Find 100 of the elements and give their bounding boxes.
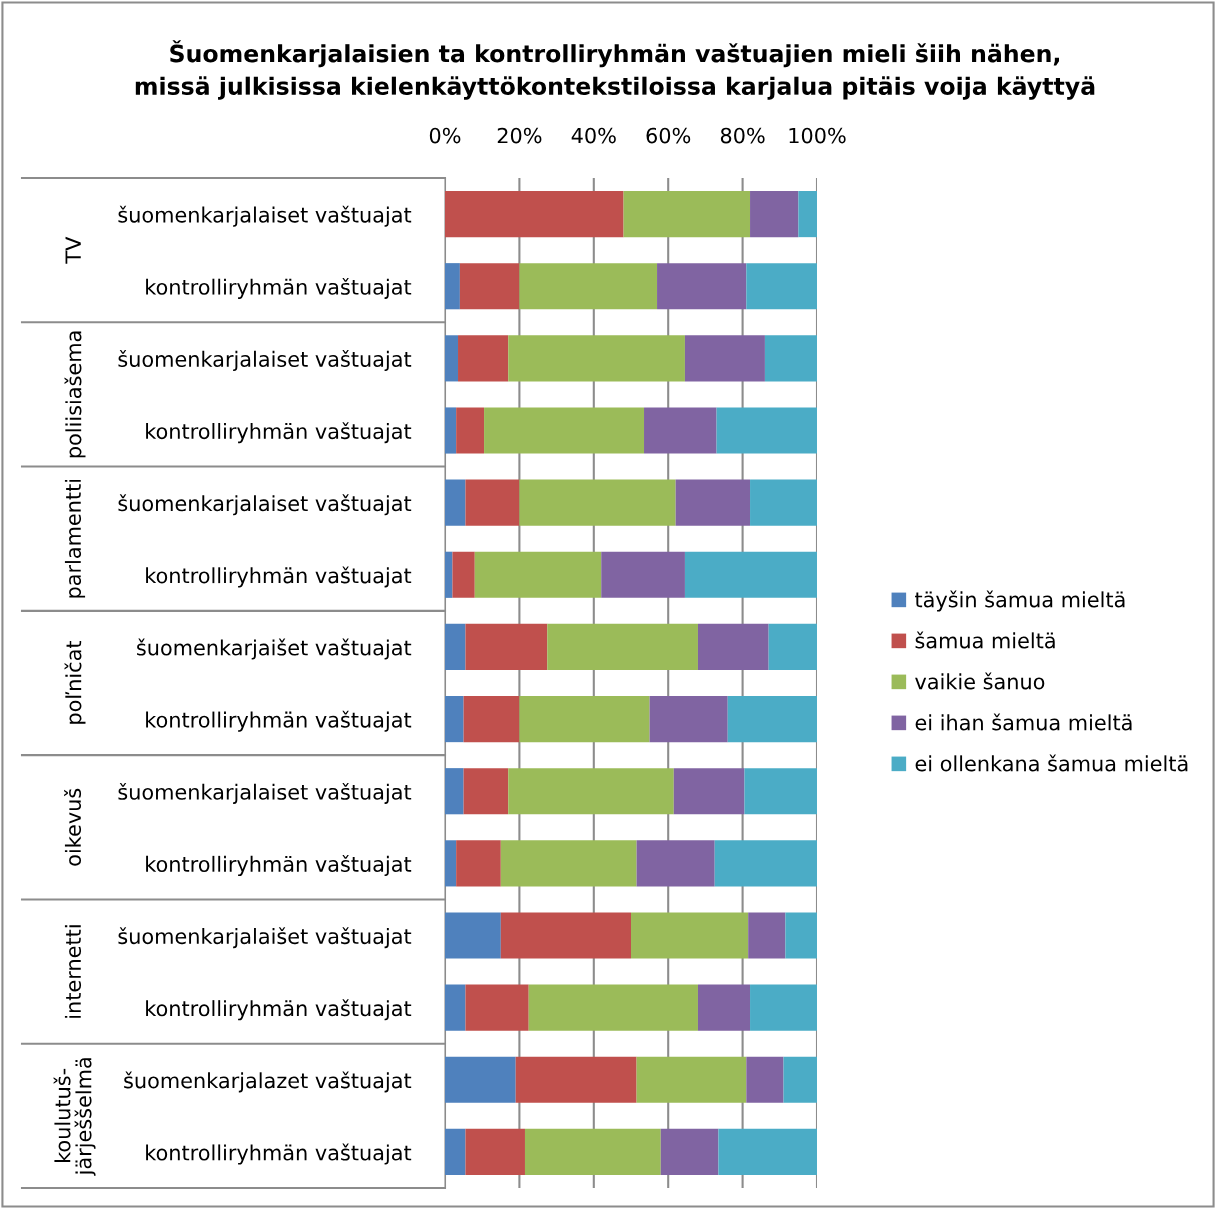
y-tick-label: šuomenkarjalaiset vaštuajat [118, 494, 412, 516]
legend-label: ei ihan šamua mieltä [915, 713, 1132, 731]
bar [515, 1056, 637, 1103]
legend-label: ei ollenkana šamua mieltä [915, 754, 1188, 772]
x-tick-label: 100% [789, 127, 846, 144]
y-tick-label: kontrolliryhmän vaštuajat [146, 566, 412, 588]
bar [500, 912, 631, 959]
bar [445, 840, 457, 887]
bar [445, 407, 457, 454]
bar [463, 695, 520, 743]
x-tick-label: 0% [429, 127, 461, 144]
bar [445, 912, 501, 959]
y-tick-label: šuomenkarjalaiset vaštuajat [118, 205, 412, 227]
bar [445, 551, 453, 598]
bar [519, 695, 650, 743]
bar [456, 840, 501, 887]
bar [684, 335, 765, 382]
chart-title: Šuomenkarjalaisien ta kontrolliryhmän vaštuajien mieli šiih nähen, missä julkisissa kielenkäyttökontekstiloissa karjalua pitäis voija käyttyä [135, 40, 1095, 100]
bar [675, 479, 751, 526]
y-tick-label: kontrolliryhmän vaštuajat [146, 422, 412, 444]
bar [508, 335, 685, 382]
bar [452, 551, 475, 598]
text: internetti [64, 925, 82, 1018]
bar [673, 768, 745, 815]
bar [547, 623, 698, 671]
bar [445, 623, 466, 671]
bar [465, 479, 520, 526]
bar [445, 479, 466, 526]
y-tick-label: kontrolliryhmän vaštuajat [146, 999, 412, 1021]
bar [445, 984, 466, 1031]
bar [631, 912, 749, 959]
bar [785, 912, 817, 959]
bar [798, 190, 817, 238]
bar [458, 335, 509, 382]
bar [750, 479, 817, 526]
bar [465, 984, 529, 1031]
legend-label: šamua mieltä [915, 631, 1055, 649]
text: TV [65, 236, 81, 264]
bar [649, 695, 728, 743]
text: koulutuš- järješšelmä [53, 1058, 96, 1176]
text: poľničat [64, 640, 86, 724]
bar [746, 263, 817, 310]
bar [750, 984, 817, 1031]
y-tick-label: kontrolliryhmän vaštuajat [146, 1143, 412, 1165]
bar [519, 263, 658, 310]
bar [528, 984, 698, 1031]
bar [644, 407, 717, 454]
bar [500, 840, 637, 887]
bar [601, 551, 685, 598]
text: poliisiašema [64, 331, 86, 458]
legend-label: vaikie šanuo [915, 672, 1045, 690]
bar [660, 1128, 719, 1176]
bar [727, 695, 817, 743]
bar [465, 1128, 525, 1176]
bar [445, 1056, 516, 1103]
bar [746, 1056, 784, 1103]
y-tick-label: šuomenkarjalazet vaštuajat [124, 1071, 412, 1093]
bar [623, 190, 751, 238]
bar [714, 840, 817, 887]
bar [718, 1128, 817, 1176]
x-tick-label: 60% [646, 127, 691, 144]
bar [697, 984, 751, 1031]
y-tick-label: kontrolliryhmän vaštuajat [146, 277, 412, 299]
bar [484, 407, 645, 454]
bar [463, 768, 509, 815]
y-tick-label: šuomenkarjalaiset vaštuajat [118, 350, 412, 372]
bar [519, 479, 676, 526]
legend-label: täyšin šamua mieltä [915, 590, 1125, 612]
bar [459, 263, 520, 310]
y-tick-label: šuomenkarjaišet vaštuajat [137, 638, 412, 660]
bar [768, 623, 817, 671]
bar [636, 1056, 747, 1103]
x-tick-label: 40% [571, 127, 616, 144]
text: parlamentti [64, 479, 86, 598]
bar [716, 407, 817, 454]
y-tick-label: kontrolliryhmän vaštuajat [146, 855, 412, 877]
bar [750, 190, 799, 238]
bar [445, 768, 464, 815]
bar [445, 190, 624, 238]
bar [764, 335, 817, 382]
bar [636, 840, 715, 887]
bar [508, 768, 674, 815]
bar [524, 1128, 661, 1176]
x-tick-label: 20% [497, 127, 542, 144]
bar [445, 335, 459, 382]
bar [474, 551, 602, 598]
bar [783, 1056, 817, 1103]
bar [445, 1128, 466, 1176]
y-tick-label: šuomenkarjalaišet vaštuajat [118, 927, 412, 949]
bar [456, 407, 485, 454]
bar [697, 623, 769, 671]
bar [748, 912, 786, 959]
y-tick-label: kontrolliryhmän vaštuajat [146, 710, 412, 732]
bar [465, 623, 548, 671]
bar [445, 695, 464, 743]
bar [684, 551, 817, 598]
y-tick-label: šuomenkarjalaiset vaštuajat [118, 782, 412, 804]
bar [657, 263, 747, 310]
x-tick-label: 80% [720, 127, 765, 144]
bar [744, 768, 817, 815]
